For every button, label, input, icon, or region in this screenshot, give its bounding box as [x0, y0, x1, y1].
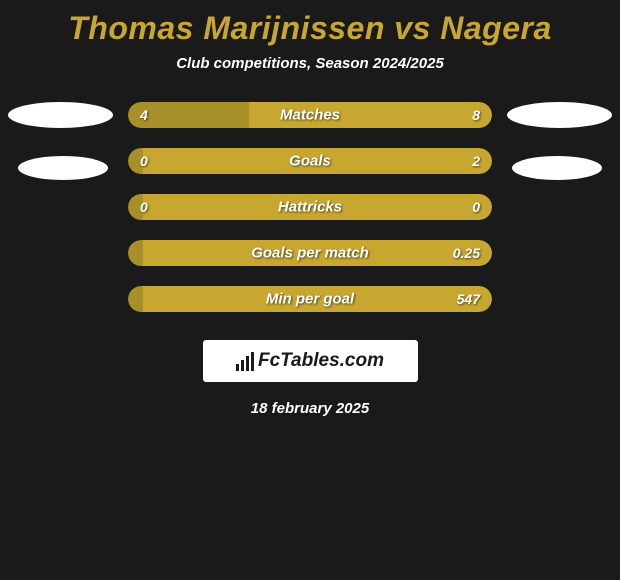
chart-icon	[236, 351, 254, 371]
stat-label: Hattricks	[278, 199, 342, 216]
bar-left	[128, 286, 143, 312]
bar-left	[128, 240, 143, 266]
stat-row: Goals 0 2	[128, 148, 492, 174]
stat-label: Goals per match	[251, 245, 369, 262]
stat-value-right: 8	[472, 107, 480, 123]
stat-value-right: 547	[457, 291, 480, 307]
stat-value-left: 4	[140, 107, 148, 123]
subtitle: Club competitions, Season 2024/2025	[0, 55, 620, 102]
stat-label: Goals	[289, 153, 331, 170]
stat-value-left: 0	[140, 153, 148, 169]
stat-label: Matches	[280, 107, 340, 124]
stat-row: Min per goal 547	[128, 286, 492, 312]
footer-date: 18 february 2025	[0, 400, 620, 417]
stat-row: Goals per match 0.25	[128, 240, 492, 266]
page-title: Thomas Marijnissen vs Nagera	[0, 0, 620, 55]
stats-area: Matches 4 8 Goals 0 2 Hattricks 0 0 Goals per mat…	[0, 102, 620, 312]
stat-label: Min per goal	[266, 291, 354, 308]
player-left-avatar-2	[18, 156, 108, 180]
stat-value-right: 2	[472, 153, 480, 169]
stat-value-right: 0.25	[453, 245, 480, 261]
player-right-avatar-2	[512, 156, 602, 180]
logo-text: FcTables.com	[258, 350, 384, 372]
stat-row: Hattricks 0 0	[128, 194, 492, 220]
stat-row: Matches 4 8	[128, 102, 492, 128]
footer-logo[interactable]: FcTables.com	[203, 340, 418, 382]
bars-column: Matches 4 8 Goals 0 2 Hattricks 0 0 Goals per mat…	[128, 102, 492, 312]
stat-value-right: 0	[472, 199, 480, 215]
comparison-widget: Thomas Marijnissen vs Nagera Club compet…	[0, 0, 620, 417]
stat-value-left: 0	[140, 199, 148, 215]
left-avatar-column	[8, 102, 118, 180]
right-avatar-column	[502, 102, 612, 180]
player-right-avatar-1	[507, 102, 612, 128]
player-left-avatar-1	[8, 102, 113, 128]
